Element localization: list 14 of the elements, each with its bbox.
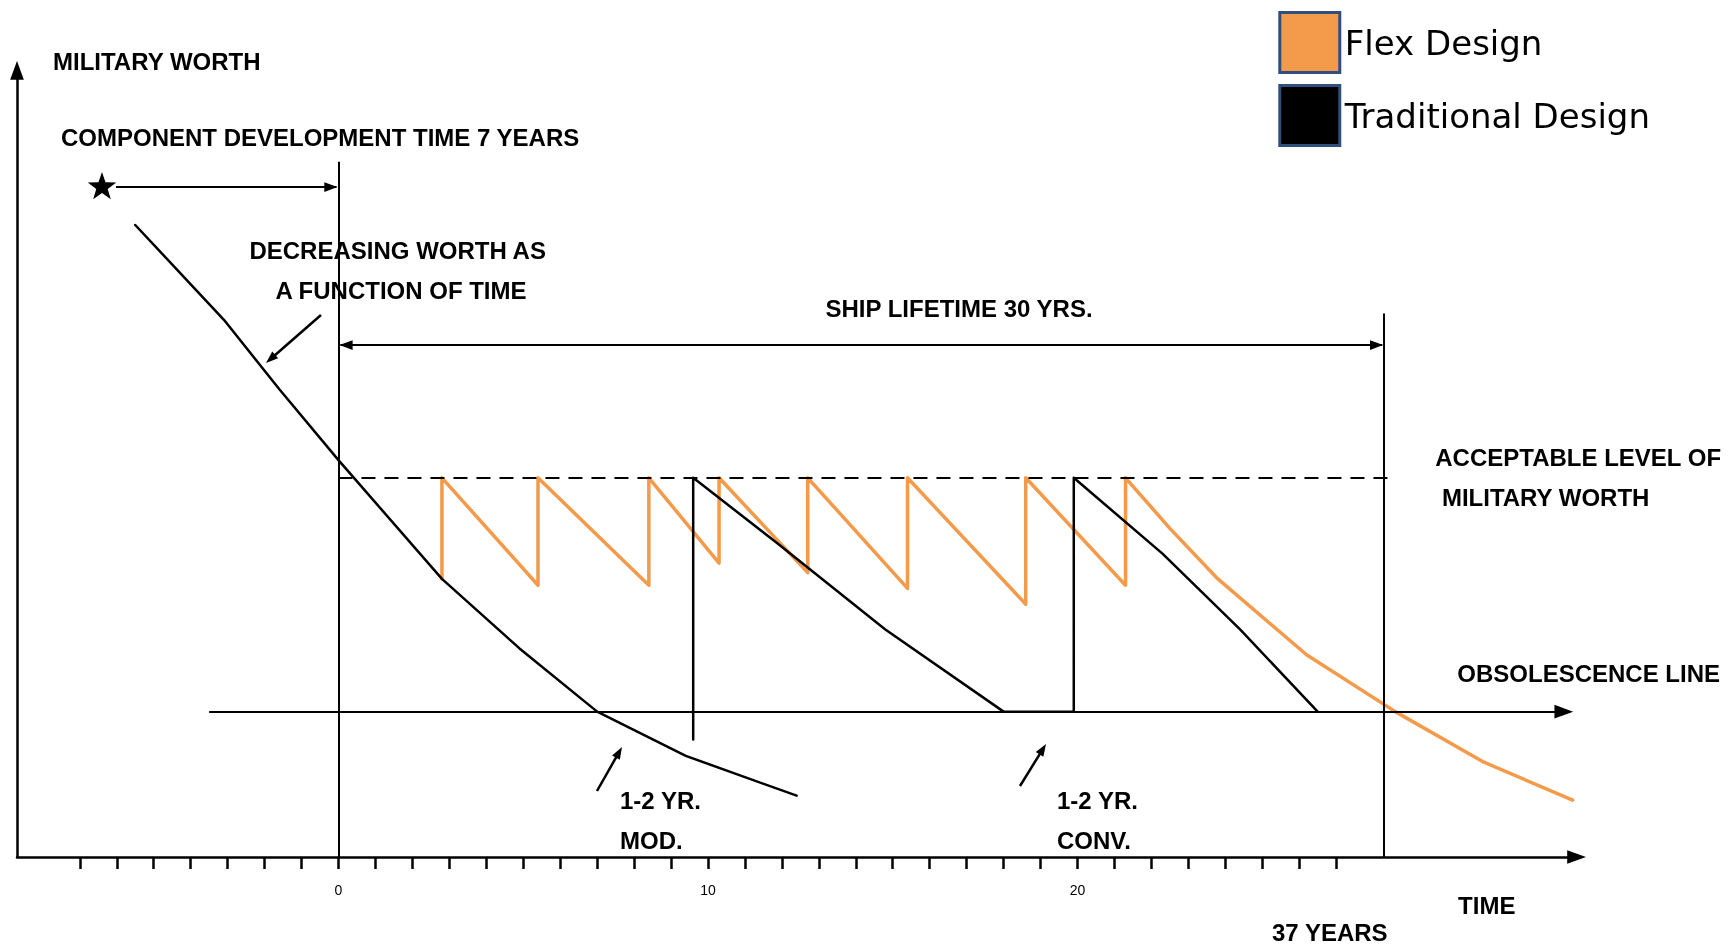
text: 37 YEARS bbox=[1272, 918, 1388, 946]
text: COMPONENT DEVELOPMENT TIME 7 YEARS bbox=[61, 123, 580, 151]
x-tick-label: 0 bbox=[334, 882, 343, 898]
x-tick-label: 20 bbox=[1069, 882, 1086, 898]
legend-label: Flex Design bbox=[1344, 22, 1543, 63]
x-tick-label: 10 bbox=[700, 882, 716, 898]
x-axis-title: TIME bbox=[1458, 891, 1516, 919]
legend-label: Traditional Design bbox=[1343, 95, 1651, 136]
text: MILITARY WORTH bbox=[53, 47, 261, 75]
annotation: 1-2 YR. MOD. bbox=[620, 786, 708, 854]
ref-line-label: ACCEPTABLE LEVEL OF MILITARY WORTH bbox=[1435, 444, 1722, 512]
ref-line-label: OBSOLESCENCE LINE bbox=[1457, 660, 1720, 688]
annotation: 1-2 YR. CONV. bbox=[1057, 786, 1145, 854]
annotation: SHIP LIFETIME 30 YRS. bbox=[825, 294, 1093, 322]
